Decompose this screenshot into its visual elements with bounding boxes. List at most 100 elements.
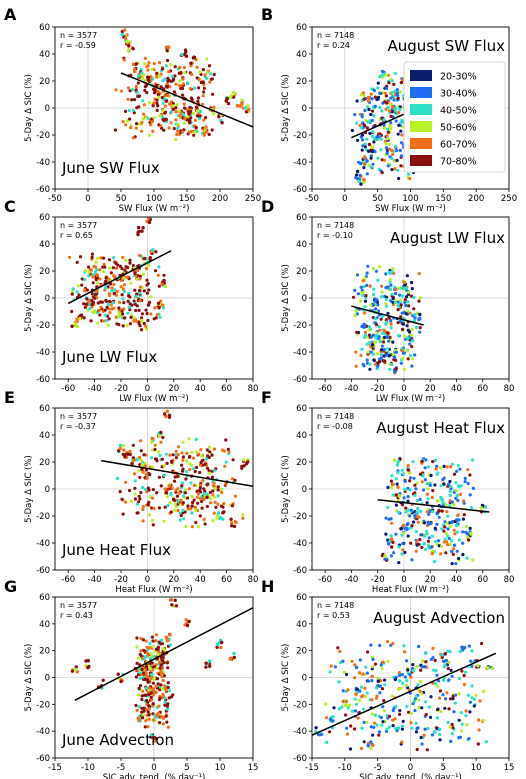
scatter-point <box>101 319 105 323</box>
y-tick-label: -60 <box>293 185 307 195</box>
stat-r: r = -0.37 <box>60 422 96 431</box>
scatter-point <box>461 517 465 521</box>
scatter-point <box>148 641 152 646</box>
scatter-point <box>230 504 234 508</box>
scatter-point <box>338 649 342 654</box>
scatter-point <box>375 331 379 335</box>
scatter-point <box>423 478 427 482</box>
scatter-point <box>179 498 183 502</box>
scatter-point <box>158 688 162 692</box>
scatter-point <box>70 669 75 673</box>
scatter-point <box>341 659 345 663</box>
x-tick-label: 40 <box>451 384 462 394</box>
scatter-point <box>220 490 224 494</box>
scatter-point <box>439 709 443 714</box>
scatter-point <box>120 309 124 313</box>
scatter-point <box>415 664 419 668</box>
scatter-point <box>212 447 217 451</box>
scatter-point <box>387 714 392 718</box>
scatter-point <box>344 713 348 717</box>
scatter-point <box>401 327 405 331</box>
scatter-point <box>208 80 212 84</box>
scatter-series <box>314 640 494 752</box>
y-tick-label: -20 <box>36 700 50 710</box>
scatter-point <box>166 702 170 706</box>
scatter-point <box>373 307 378 311</box>
scatter-point <box>191 500 195 505</box>
stat-n: n = 7148 <box>317 412 354 421</box>
scatter-point <box>390 362 394 366</box>
scatter-point <box>431 489 435 493</box>
scatter-point <box>471 458 475 462</box>
scatter-point <box>151 645 155 649</box>
scatter-point <box>369 112 373 117</box>
scatter-point <box>211 519 215 523</box>
scatter-point <box>428 509 432 513</box>
scatter-point <box>157 95 161 100</box>
scatter-point <box>127 488 132 493</box>
scatter-point <box>376 156 380 160</box>
scatter-point <box>126 452 130 456</box>
scatter-point <box>420 459 424 464</box>
scatter-point <box>384 532 388 536</box>
scatter-point <box>137 322 141 326</box>
scatter-point <box>228 657 232 661</box>
scatter-point <box>467 644 471 648</box>
scatter-point <box>396 168 400 172</box>
scatter-point <box>176 474 180 478</box>
scatter-point <box>448 504 452 508</box>
scatter-point <box>466 468 470 472</box>
scatter-point <box>406 337 410 341</box>
scatter-point <box>392 551 396 555</box>
scatter-point <box>176 508 180 513</box>
scatter-point <box>444 551 448 555</box>
scatter-point <box>389 326 393 330</box>
scatter-point <box>406 468 411 472</box>
scatter-point <box>367 107 371 112</box>
scatter-point <box>373 721 377 725</box>
y-axis-label: 5-Day Δ SIC (%) <box>281 264 291 332</box>
scatter-point <box>455 493 460 497</box>
scatter-point <box>440 527 444 531</box>
scatter-point <box>108 299 112 304</box>
scatter-point <box>150 698 154 702</box>
scatter-point <box>169 121 173 125</box>
scatter-point <box>472 697 476 701</box>
scatter-point <box>108 266 112 270</box>
y-tick-label: 20 <box>296 77 307 87</box>
scatter-point <box>205 71 209 75</box>
scatter-point <box>400 468 404 472</box>
scatter-point <box>379 716 383 720</box>
scatter-point <box>139 129 144 133</box>
scatter-point <box>122 58 126 62</box>
y-tick-label: 60 <box>296 404 307 414</box>
scatter-point <box>482 689 486 693</box>
scatter-point <box>400 740 404 744</box>
scatter-point <box>189 507 193 511</box>
y-axis-label: 5-Day Δ SIC (%) <box>281 455 291 523</box>
scatter-point <box>458 467 462 471</box>
scatter-point <box>98 277 102 281</box>
scatter-point <box>443 697 448 701</box>
scatter-point <box>199 461 203 465</box>
scatter-point <box>129 315 133 319</box>
scatter-point <box>358 123 362 127</box>
scatter-point <box>161 306 166 310</box>
stat-r: r = 0.53 <box>317 611 350 620</box>
scatter-point <box>146 318 150 323</box>
x-tick-label: 200 <box>468 194 484 204</box>
y-tick-label: -60 <box>293 754 307 764</box>
scatter-point <box>343 703 347 707</box>
scatter-point <box>141 713 145 717</box>
scatter-point <box>393 288 397 292</box>
scatter-point <box>418 538 422 542</box>
scatter-point <box>391 482 395 486</box>
scatter-point <box>425 501 429 505</box>
legend-label: 60-70% <box>440 140 477 151</box>
y-tick-label: -20 <box>293 131 307 141</box>
scatter-point <box>143 488 147 492</box>
scatter-point <box>170 486 174 490</box>
scatter-point <box>157 640 162 644</box>
scatter-point <box>441 678 446 682</box>
